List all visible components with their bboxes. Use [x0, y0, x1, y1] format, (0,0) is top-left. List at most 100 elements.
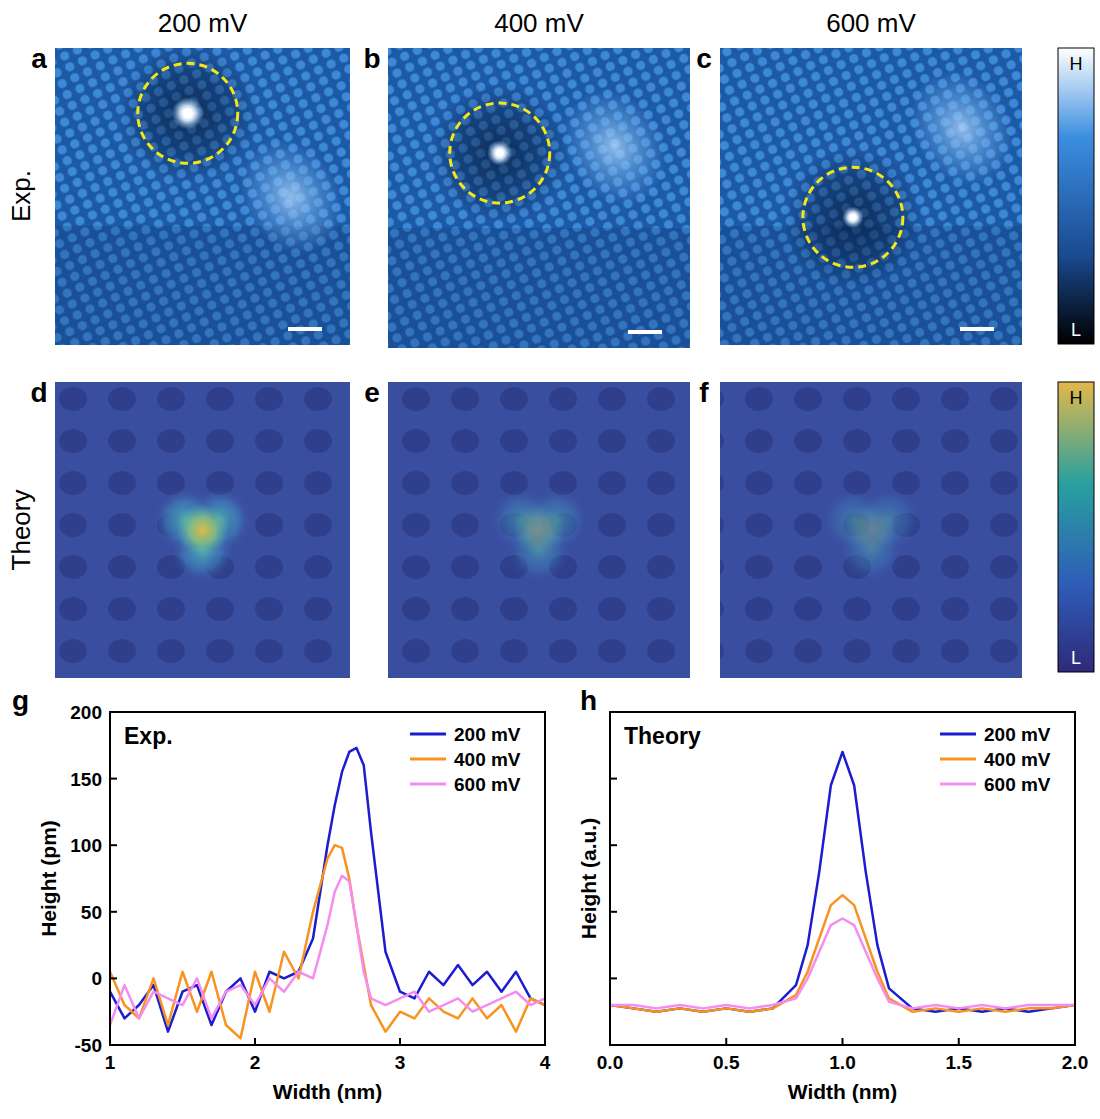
x-tick [544, 1038, 546, 1045]
y-tick [110, 711, 117, 713]
panel-letter: f [699, 377, 709, 408]
panel-letter: b [363, 43, 380, 74]
legend-swatch [940, 783, 976, 786]
x-tick-label: 0.0 [597, 1052, 623, 1073]
stm-image [55, 48, 350, 345]
y-tick-label: -50 [75, 1035, 102, 1056]
x-tick [254, 1038, 256, 1045]
x-tick [1074, 1038, 1076, 1045]
lattice [388, 48, 690, 348]
y-tick [610, 778, 617, 780]
y-tick [610, 977, 617, 979]
lattice [55, 382, 350, 678]
adatom [842, 206, 864, 228]
x-tick-label: 4 [540, 1052, 551, 1073]
x-tick [725, 1038, 727, 1045]
simulated-image [388, 382, 690, 678]
y-tick [610, 844, 617, 846]
y-tick [110, 844, 117, 846]
bright-patch [890, 52, 1022, 204]
x-tick [609, 1038, 611, 1045]
x-tick-label: 1.5 [946, 1052, 973, 1073]
x-tick [109, 1038, 111, 1045]
y-tick [110, 778, 117, 780]
core [845, 504, 897, 556]
series-line [110, 876, 545, 1025]
legend-label: 200 mV [454, 724, 521, 745]
panel-letter: h [580, 685, 597, 716]
panel-letter: e [364, 377, 380, 408]
highlight-circle [138, 63, 238, 163]
colorbar-low: L [1071, 320, 1081, 340]
bias-title: 200 mV [158, 8, 248, 38]
bright-patch [219, 121, 350, 273]
colorbar [1058, 382, 1094, 672]
y-tick-label: 0 [91, 968, 102, 989]
highlight-circle [450, 103, 550, 203]
y-axis-title: Height (a.u.) [577, 818, 600, 939]
legend-swatch [940, 758, 976, 761]
highlight-circle [803, 167, 903, 267]
lattice [720, 382, 1022, 678]
legend-swatch [410, 758, 446, 761]
figure: 200 mVa400 mVb600 mVcdefExp.TheoryHLHL12… [0, 0, 1100, 1119]
simulated-image [720, 382, 1022, 678]
stm-image [388, 48, 690, 348]
legend-label: 400 mV [984, 749, 1051, 770]
x-tick-label: 2.0 [1062, 1052, 1088, 1073]
series-line [610, 752, 1075, 1012]
stm-image [720, 48, 1022, 345]
series-line [610, 918, 1075, 1008]
colorbar-high: H [1070, 54, 1083, 74]
y-tick-label: 150 [70, 769, 102, 790]
y-tick-label: 200 [70, 702, 102, 723]
row-label: Theory [6, 490, 36, 571]
plot-lines [610, 752, 1075, 1012]
adatom-core [849, 214, 856, 221]
legend-label: 600 mV [984, 774, 1051, 795]
x-tick [842, 1038, 844, 1045]
core [513, 504, 565, 556]
legend-swatch [940, 733, 976, 736]
y-tick [110, 1044, 117, 1046]
colorbar-high: H [1070, 388, 1083, 408]
legend-swatch [410, 733, 446, 736]
plot-lines [110, 748, 545, 1038]
x-tick-label: 0.5 [713, 1052, 740, 1073]
depression [783, 147, 923, 287]
x-tick [958, 1038, 960, 1045]
y-tick-label: 100 [70, 835, 102, 856]
bias-title: 600 mV [826, 8, 916, 38]
x-tick-label: 1 [105, 1052, 116, 1073]
legend-label: 400 mV [454, 749, 521, 770]
legend-label: 600 mV [454, 774, 521, 795]
panel-letter: d [30, 377, 47, 408]
series-line [110, 845, 545, 1038]
plot-frame [110, 712, 545, 1045]
colorbar-low: L [1071, 648, 1081, 668]
adatom [172, 97, 204, 129]
lattice [388, 382, 690, 678]
series-line [610, 895, 1075, 1012]
scale-bar [288, 327, 322, 331]
x-tick-label: 2 [250, 1052, 261, 1073]
scale-bar [628, 330, 662, 334]
x-tick [399, 1038, 401, 1045]
depression [430, 83, 570, 223]
plot-frame [610, 712, 1075, 1045]
series-line [110, 748, 545, 1032]
row-label: Exp. [6, 170, 36, 222]
adatom [487, 140, 512, 165]
depression [118, 48, 258, 183]
colorbar [1058, 48, 1094, 344]
plot-title: Theory [624, 723, 701, 749]
x-tick-label: 1.0 [829, 1052, 855, 1073]
x-axis-title: Width (nm) [273, 1080, 382, 1103]
scale-bar [960, 327, 994, 331]
panel-letter: a [31, 43, 47, 74]
panel-letter: g [12, 685, 29, 716]
legend-swatch [410, 783, 446, 786]
y-axis-title: Height (pm) [37, 820, 60, 937]
y-tick [110, 911, 117, 913]
legend-label: 200 mV [984, 724, 1051, 745]
